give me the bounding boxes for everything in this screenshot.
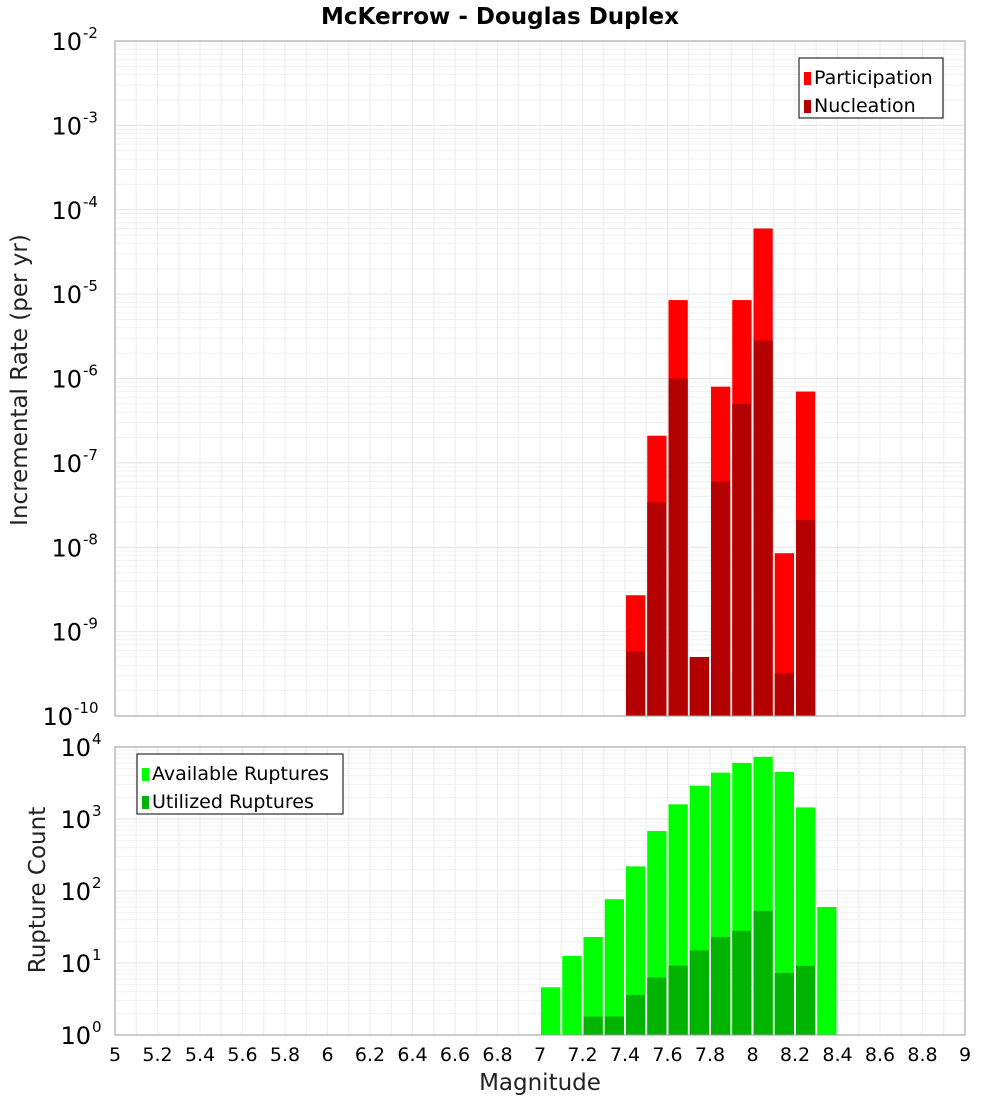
x-axis-label: Magnitude	[479, 1070, 601, 1096]
x-tick-label: 7.4	[610, 1044, 640, 1066]
legend-label: Participation	[814, 67, 933, 89]
x-tick-label: 8	[746, 1044, 758, 1066]
x-tick-label: 5.4	[185, 1044, 215, 1066]
bar	[753, 910, 773, 1035]
bar	[604, 1016, 624, 1035]
bar	[689, 950, 709, 1035]
y-tick-label: 10-10	[42, 699, 98, 731]
x-tick-label: 5.2	[142, 1044, 172, 1066]
y-tick-label: 101	[60, 946, 101, 978]
x-tick-label: 5.8	[270, 1044, 300, 1066]
top-plot: 10-10 10-9 10-8 10-7 10-6 10-5 10-4 10-3 10-2 Par…	[42, 24, 966, 731]
x-tick-label: 6.8	[482, 1044, 512, 1066]
x-tick-label: 6.4	[397, 1044, 427, 1066]
bar	[817, 906, 837, 1035]
y-tick-label: 10-4	[51, 193, 98, 225]
x-tick-label: 5	[109, 1044, 121, 1066]
x-tick-label: 6.6	[440, 1044, 470, 1066]
bar	[541, 987, 561, 1035]
bar	[796, 520, 816, 716]
bar	[647, 502, 667, 716]
bottom-y-axis-label: Rupture Count	[25, 807, 51, 973]
x-tick-label: 7.2	[567, 1044, 597, 1066]
bar	[626, 994, 646, 1035]
bar	[774, 771, 794, 1035]
x-tick-label: 7.6	[652, 1044, 682, 1066]
bar	[711, 481, 731, 716]
bottom-legend: Available Ruptures Utilized Ruptures	[136, 753, 344, 815]
bottom-legend-box	[136, 753, 344, 815]
bar	[753, 340, 773, 716]
bar	[668, 378, 688, 716]
y-tick-label: 10-8	[51, 530, 98, 562]
bar	[774, 972, 794, 1035]
bar	[626, 651, 646, 716]
y-tick-label: 10-2	[51, 24, 98, 56]
y-tick-label: 10-7	[51, 446, 98, 478]
bottom-plot-border	[114, 746, 966, 1036]
x-tick-label: 6.2	[355, 1044, 385, 1066]
top-grid	[114, 41, 966, 717]
bar	[583, 1016, 603, 1035]
y-tick-label: 10-9	[51, 615, 98, 647]
bar	[668, 965, 688, 1035]
bar	[562, 956, 582, 1035]
bar	[604, 899, 624, 1035]
bar	[626, 866, 646, 1035]
y-tick-label: 10-6	[51, 362, 98, 394]
legend-swatch	[804, 100, 811, 113]
legend-swatch	[142, 768, 149, 781]
top-legend: Participation Nucleation	[798, 57, 944, 119]
x-tick-label: 7	[534, 1044, 546, 1066]
bottom-plot: 100 101 102 103 104 Available Ruptures Utilize…	[60, 730, 971, 1066]
bar	[647, 977, 667, 1035]
x-tick-label: 8.4	[822, 1044, 852, 1066]
x-tick-label: 9	[959, 1044, 971, 1066]
x-tick-label: 8.2	[780, 1044, 810, 1066]
y-tick-label: 103	[60, 802, 101, 834]
y-tick-label: 104	[60, 730, 101, 762]
legend-label: Utilized Ruptures	[152, 791, 314, 813]
legend-swatch	[804, 72, 811, 85]
bar	[711, 936, 731, 1035]
chart-title: McKerrow - Douglas Duplex	[321, 4, 679, 30]
bar	[796, 965, 816, 1035]
y-tick-label: 100	[60, 1018, 101, 1050]
bar	[689, 657, 709, 716]
bar	[583, 936, 603, 1035]
bottom-series-1	[583, 910, 816, 1035]
bar	[732, 930, 752, 1035]
x-tick-label: 5.6	[227, 1044, 257, 1066]
y-tick-label: 10-5	[51, 277, 98, 309]
x-tick-label: 7.8	[695, 1044, 725, 1066]
x-tick-label: 8.8	[907, 1044, 937, 1066]
y-tick-label: 10-3	[51, 108, 98, 140]
top-plot-border	[114, 40, 966, 717]
bar	[732, 403, 752, 716]
legend-label: Nucleation	[814, 95, 916, 117]
top-y-axis-label: Incremental Rate (per yr)	[7, 234, 33, 526]
top-legend-box	[798, 57, 944, 119]
legend-label: Available Ruptures	[152, 763, 329, 785]
legend-swatch	[142, 796, 149, 809]
x-tick-label: 6	[321, 1044, 333, 1066]
y-tick-label: 102	[60, 874, 101, 906]
bar	[774, 673, 794, 716]
x-tick-label: 8.6	[865, 1044, 895, 1066]
top-series-1	[626, 340, 816, 716]
